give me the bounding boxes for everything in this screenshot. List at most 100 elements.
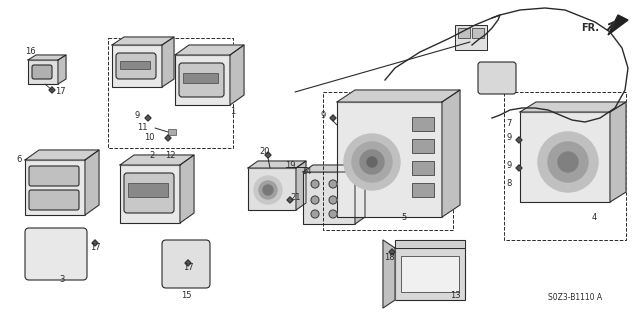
Circle shape [263, 185, 273, 195]
Circle shape [352, 142, 392, 182]
Polygon shape [608, 15, 628, 35]
Text: 15: 15 [180, 291, 191, 300]
Bar [412, 161, 434, 175]
Bar [520, 112, 610, 202]
Text: 16: 16 [25, 48, 35, 56]
Bar [412, 183, 434, 197]
Bar [183, 73, 218, 83]
Polygon shape [516, 137, 522, 143]
Text: 10: 10 [145, 133, 155, 143]
Bar [303, 172, 355, 224]
FancyBboxPatch shape [32, 65, 52, 79]
FancyBboxPatch shape [29, 166, 79, 186]
Polygon shape [85, 150, 99, 215]
Polygon shape [287, 197, 293, 203]
Polygon shape [383, 240, 395, 308]
Polygon shape [389, 249, 395, 255]
Text: 21: 21 [290, 194, 301, 203]
Circle shape [558, 152, 578, 172]
Circle shape [311, 196, 319, 204]
Bar [458, 28, 470, 38]
Text: 9: 9 [507, 161, 512, 170]
Text: 14: 14 [301, 167, 311, 176]
Polygon shape [165, 135, 171, 141]
Polygon shape [265, 152, 271, 158]
Polygon shape [185, 260, 191, 266]
Polygon shape [296, 161, 306, 210]
Bar [112, 45, 162, 87]
Polygon shape [520, 102, 626, 112]
Circle shape [254, 176, 282, 204]
Bar [120, 61, 150, 69]
Bar [412, 117, 434, 131]
Bar [28, 60, 58, 84]
Bar [175, 55, 230, 105]
Circle shape [329, 196, 337, 204]
Text: 9: 9 [135, 112, 140, 121]
FancyBboxPatch shape [162, 240, 210, 288]
Text: 1: 1 [230, 108, 236, 116]
Polygon shape [516, 165, 522, 171]
Text: 13: 13 [450, 291, 460, 300]
Bar [504, 92, 626, 240]
Circle shape [367, 157, 377, 167]
Text: 3: 3 [60, 276, 65, 285]
Polygon shape [49, 87, 55, 93]
Bar [168, 129, 176, 135]
Text: 17: 17 [54, 87, 65, 97]
Text: 4: 4 [591, 213, 596, 222]
Polygon shape [180, 155, 194, 223]
FancyBboxPatch shape [124, 173, 174, 213]
Bar [455, 25, 487, 50]
Polygon shape [28, 55, 66, 60]
Text: 9: 9 [507, 133, 512, 143]
Bar [401, 256, 459, 292]
Text: 2: 2 [149, 152, 155, 160]
Polygon shape [162, 37, 174, 87]
Circle shape [259, 181, 277, 199]
Bar [472, 28, 484, 38]
Circle shape [311, 210, 319, 218]
Text: 7: 7 [507, 118, 512, 128]
Polygon shape [145, 115, 151, 121]
Polygon shape [58, 55, 66, 84]
Polygon shape [248, 161, 306, 168]
Circle shape [538, 132, 598, 192]
Text: 19: 19 [285, 160, 295, 169]
Bar [25, 160, 85, 215]
FancyBboxPatch shape [25, 228, 87, 280]
Text: 5: 5 [401, 213, 406, 222]
Polygon shape [330, 115, 336, 121]
Bar [248, 168, 296, 210]
Polygon shape [230, 45, 244, 105]
Bar [120, 165, 180, 223]
Polygon shape [337, 90, 460, 102]
Polygon shape [303, 165, 365, 172]
Bar [395, 248, 465, 300]
Text: 6: 6 [17, 155, 22, 165]
Text: 17: 17 [182, 263, 193, 272]
Bar [128, 183, 168, 197]
Polygon shape [442, 90, 460, 217]
Bar [323, 92, 453, 230]
Text: FR.: FR. [581, 23, 599, 33]
Text: 12: 12 [164, 151, 175, 160]
Circle shape [344, 134, 400, 190]
Text: 9: 9 [321, 112, 326, 121]
Polygon shape [610, 102, 626, 202]
FancyBboxPatch shape [478, 62, 516, 94]
Text: 18: 18 [385, 254, 395, 263]
Text: S0Z3-B1110 A: S0Z3-B1110 A [548, 293, 602, 302]
Circle shape [548, 142, 588, 182]
Bar [337, 102, 442, 217]
Polygon shape [175, 45, 244, 55]
Circle shape [311, 180, 319, 188]
Polygon shape [92, 240, 98, 246]
Polygon shape [395, 240, 465, 248]
Circle shape [329, 210, 337, 218]
FancyBboxPatch shape [29, 190, 79, 210]
FancyBboxPatch shape [116, 53, 156, 79]
Polygon shape [120, 155, 194, 165]
Bar [108, 38, 233, 148]
Text: 17: 17 [90, 243, 100, 253]
